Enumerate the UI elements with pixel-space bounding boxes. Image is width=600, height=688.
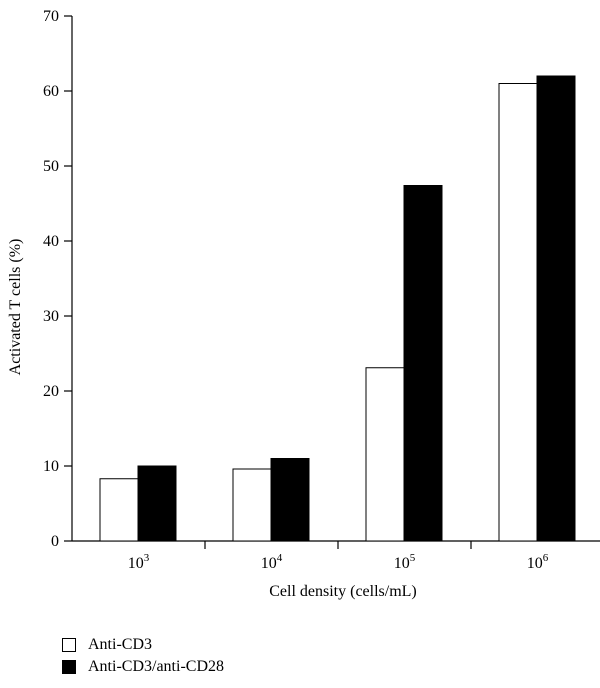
x-tick-base: 10 — [261, 555, 277, 572]
x-axis: 103 104 105 106 — [72, 540, 600, 572]
y-tick-label: 10 — [43, 458, 59, 475]
x-tick-label: 106 — [527, 552, 549, 572]
x-tick-label: 104 — [261, 552, 283, 572]
y-tick-label: 70 — [43, 8, 59, 25]
y-axis: 0 10 20 30 40 50 60 70 — [43, 8, 73, 550]
y-tick-label: 50 — [43, 158, 59, 175]
y-tick-label: 0 — [51, 533, 59, 550]
y-tick-label: 20 — [43, 383, 59, 400]
x-tick-label: 105 — [394, 552, 416, 572]
bar-anti-cd3-anti-cd28-2 — [270, 458, 310, 542]
legend-label: Anti-CD3 — [88, 636, 152, 653]
y-axis-label: Activated T cells (%) — [7, 239, 24, 376]
bar-anti-cd3-anti-cd28-4 — [536, 75, 576, 542]
bar-anti-cd3-2 — [232, 468, 272, 542]
x-tick-label: 103 — [128, 552, 150, 572]
x-tick-exponent: 6 — [543, 552, 549, 564]
bar-anti-cd3-anti-cd28-1 — [137, 465, 177, 542]
legend-swatch-open — [62, 638, 76, 652]
x-tick-base: 10 — [128, 555, 144, 572]
bar-anti-cd3-4 — [498, 83, 538, 542]
legend: Anti-CD3 Anti-CD3/anti-CD28 — [62, 634, 224, 678]
x-tick-exponent: 5 — [410, 552, 416, 564]
y-tick-label: 60 — [43, 83, 59, 100]
bars — [99, 75, 576, 542]
bar-anti-cd3-3 — [365, 367, 405, 542]
y-tick-label: 30 — [43, 308, 59, 325]
y-tick-label: 40 — [43, 233, 59, 250]
x-tick-exponent: 3 — [144, 552, 150, 564]
legend-item-anti-cd3-anti-cd28: Anti-CD3/anti-CD28 — [62, 656, 224, 678]
legend-swatch-filled — [62, 660, 76, 674]
x-axis-label: Cell density (cells/mL) — [269, 583, 417, 600]
x-tick-base: 10 — [527, 555, 543, 572]
legend-label: Anti-CD3/anti-CD28 — [88, 658, 224, 675]
bar-anti-cd3-1 — [99, 478, 139, 542]
x-tick-exponent: 4 — [277, 552, 283, 564]
x-tick-base: 10 — [394, 555, 410, 572]
bar-anti-cd3-anti-cd28-3 — [403, 185, 443, 542]
legend-item-anti-cd3: Anti-CD3 — [62, 634, 224, 656]
